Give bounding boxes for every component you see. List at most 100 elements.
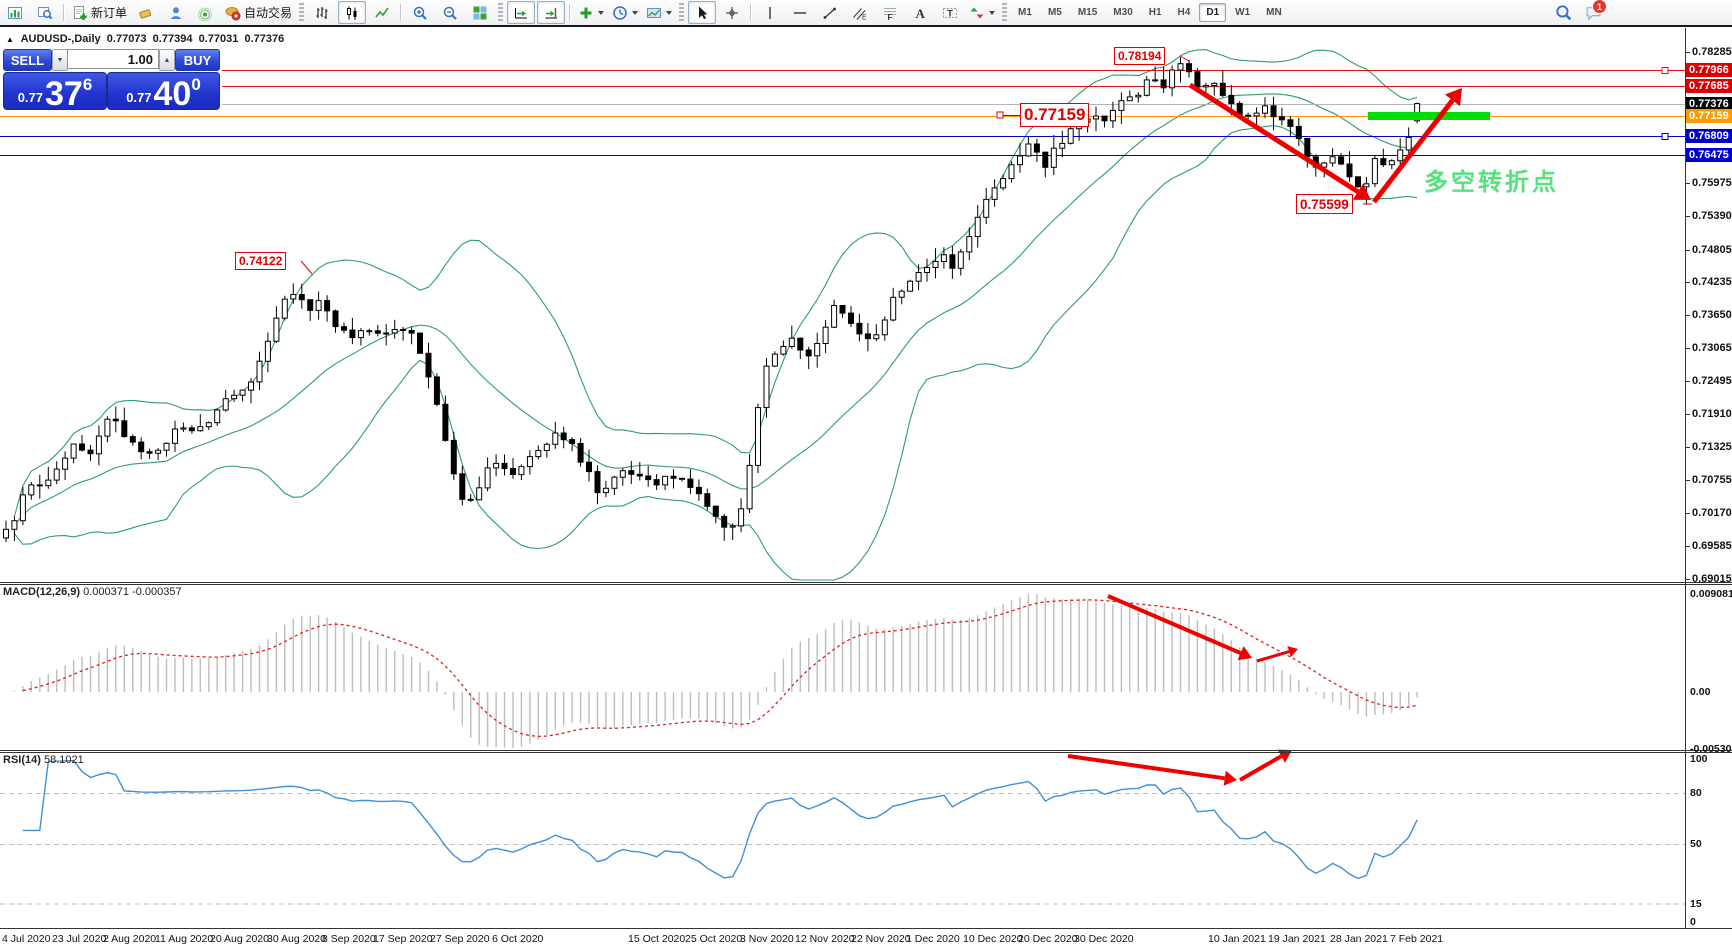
sell-price-panel[interactable]: 0.77 37 6 [3, 72, 107, 111]
line-chart-mode-button[interactable] [368, 1, 396, 24]
annotation-mid-level-price[interactable]: 0.77159 [1020, 103, 1090, 127]
trend-arrow-shaft[interactable] [1188, 82, 1360, 194]
candle-body [332, 310, 339, 328]
candle-body [983, 198, 990, 218]
candle-body [924, 267, 930, 274]
cursor-button[interactable] [688, 1, 717, 24]
trend-arrow-shaft[interactable] [1107, 594, 1242, 655]
zoom-out-icon [443, 6, 457, 20]
trend-arrow-head[interactable] [1223, 770, 1237, 786]
timeframe-button-H4[interactable]: H4 [1177, 7, 1191, 18]
crosshair-button[interactable] [718, 1, 746, 24]
candle-body [881, 319, 888, 336]
macd-signal-line[interactable] [22, 599, 1418, 738]
timeframe-button-M30[interactable]: M30 [1113, 7, 1133, 18]
candle-body [239, 389, 246, 396]
new-order-button[interactable]: 新订单 [69, 1, 130, 24]
buy-button[interactable]: BUY [175, 49, 220, 71]
candle-body [408, 330, 415, 334]
tile-windows-button[interactable] [466, 1, 494, 24]
add-indicator-button[interactable] [575, 1, 607, 24]
notification-badge: 1 [1592, 0, 1607, 14]
candle-body [822, 326, 829, 345]
periods-button[interactable] [609, 1, 641, 24]
volume-input[interactable] [67, 49, 159, 69]
annotation-anchor-marker[interactable] [996, 111, 1004, 119]
svg-text:T: T [947, 8, 953, 18]
trend-arrow-head[interactable] [1445, 88, 1462, 107]
text-label-tool-button[interactable]: T [936, 1, 964, 24]
trend-arrow-shaft[interactable] [1372, 98, 1455, 204]
profiles-button[interactable] [31, 1, 59, 24]
sell-button[interactable]: SELL [3, 49, 52, 71]
trend-arrow-shaft[interactable] [1239, 754, 1283, 782]
chart-area[interactable]: ▲ AUDUSD-,Daily 0.77073 0.77394 0.77031 … [0, 27, 1732, 948]
candle-body [577, 443, 584, 463]
annotation-peak-price[interactable]: 0.78194 [1114, 47, 1166, 65]
timeframe-button-W1[interactable]: W1 [1235, 7, 1251, 18]
search-button[interactable] [1549, 1, 1577, 24]
candle-body [1355, 176, 1361, 188]
rsi-line[interactable] [22, 759, 1418, 880]
horizontal-line-button[interactable] [786, 1, 814, 24]
trend-arrow-shaft[interactable] [1256, 650, 1290, 663]
auto-trading-button[interactable]: 自动交易 [222, 1, 295, 24]
bollinger-middle-band[interactable] [13, 93, 1418, 526]
volume-down-button[interactable]: ▼ [52, 49, 68, 71]
buy-price-panel[interactable]: 0.77 40 0 [107, 72, 220, 111]
volume-up-button[interactable]: ▲ [159, 49, 175, 71]
date-axis-label: 11 Aug 2020 [155, 933, 214, 945]
eraser-button[interactable] [132, 1, 160, 24]
timeframe-button-H1[interactable]: H1 [1148, 7, 1162, 18]
timeframe-button-M15[interactable]: M15 [1077, 7, 1098, 18]
collapse-icon[interactable]: ▲ [6, 35, 14, 44]
timeframe-button-D1[interactable]: D1 [1199, 3, 1227, 22]
candle-body [1160, 79, 1167, 89]
candle-body [839, 305, 846, 314]
zoom-in-button[interactable] [406, 1, 434, 24]
trend-arrow-head[interactable] [1237, 646, 1252, 661]
templates-button[interactable] [643, 1, 675, 24]
candle-body [1118, 100, 1125, 111]
timeframe-button-M5[interactable]: M5 [1047, 7, 1062, 18]
candle-body [341, 326, 347, 331]
line-selection-marker[interactable] [1661, 67, 1669, 74]
bars-icon [316, 6, 328, 19]
candle-body [366, 330, 373, 333]
arrow-objects-button[interactable] [966, 1, 998, 24]
trend-arrow-shaft[interactable] [1067, 754, 1225, 781]
candle-body [1135, 94, 1142, 98]
candle-body [62, 457, 69, 470]
timeframe-button-M1[interactable]: M1 [1018, 7, 1032, 18]
notifications-button[interactable]: 1 [1579, 0, 1607, 24]
bar-chart-mode-button[interactable] [308, 1, 336, 24]
candle-body [104, 418, 111, 437]
candle-body [87, 449, 94, 455]
trend-arrow-head[interactable] [1287, 646, 1299, 658]
candle-body [417, 332, 423, 354]
timeframe-button-MN[interactable]: MN [1266, 7, 1282, 18]
trend-line-button[interactable] [816, 1, 844, 24]
zoom-out-button[interactable] [436, 1, 464, 24]
text-tool-button[interactable]: A [906, 1, 934, 24]
signals-button[interactable] [192, 1, 220, 24]
candle-chart-mode-button[interactable] [338, 1, 367, 24]
annotation-swing-low-price[interactable]: 0.75599 [1296, 194, 1353, 214]
bollinger-upper-band[interactable] [13, 49, 1418, 517]
equidistant-channel-button[interactable]: E [846, 1, 874, 24]
community-button[interactable] [162, 1, 190, 24]
date-axis-label: 17 Sep 2020 [373, 933, 433, 945]
candle-body [1059, 142, 1066, 149]
annotation-turning-point-text[interactable]: 多空转折点 [1424, 169, 1559, 196]
chevron-down-icon [989, 10, 996, 15]
templates-icon [647, 7, 662, 18]
annotation-old-high-price[interactable]: 0.74122 [235, 252, 287, 270]
chart-shift-button[interactable] [537, 1, 566, 24]
auto-scroll-button[interactable] [507, 1, 536, 24]
line-selection-marker[interactable] [1661, 133, 1669, 140]
fibonacci-retracement-button[interactable]: F [876, 1, 904, 24]
chart-canvas[interactable] [0, 27, 1732, 948]
new-chart-button[interactable] [1, 1, 29, 24]
trend-arrow-head[interactable] [1352, 183, 1371, 200]
vertical-line-button[interactable] [756, 1, 784, 24]
